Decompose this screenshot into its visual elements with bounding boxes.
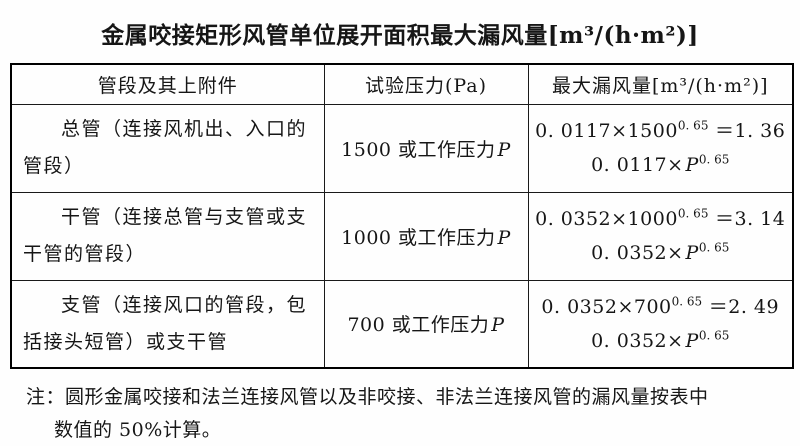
- formula-coefficient: 0. 0352×: [591, 329, 684, 352]
- formula-variable: P: [685, 329, 699, 352]
- formula-line-1: 0. 0117×15000. 65 ＝1. 36: [530, 114, 792, 148]
- footnote: 注：圆形金属咬接和法兰连接风管以及非咬接、非法兰连接风管的漏风量按表中 数值的 …: [26, 381, 800, 446]
- page-title-text: 金属咬接矩形风管单位展开面积最大漏风量: [101, 22, 548, 49]
- col-header-segment: 管段及其上附件: [10, 63, 325, 105]
- leakage-table: 管段及其上附件 试验压力(Pa) 最大漏风量[m³/(h·m²)] 总管（连接风…: [10, 63, 794, 369]
- segment-cell: 支管（连接风口的管段，包括接头短管）或支干管: [10, 279, 325, 369]
- formula-base: 0. 0352×700: [541, 295, 672, 318]
- pressure-variable: P: [491, 314, 505, 337]
- pressure-cell: 1500 或工作压力 P: [323, 103, 529, 193]
- formula-exponent: 0. 65: [671, 294, 703, 309]
- footnote-line-2: 数值的 50%计算。: [54, 418, 222, 441]
- table-row-branch-duct: 支管（连接风口的管段，包括接头短管）或支干管 700 或工作压力 P 0. 035…: [10, 279, 794, 369]
- pressure-text: 1500 或工作压力: [341, 138, 496, 161]
- formula-coefficient: 0. 0352×: [591, 242, 684, 264]
- formula-coefficient: 0. 0117×: [591, 154, 684, 176]
- pressure-variable: P: [497, 138, 511, 161]
- segment-text: 总管（连接风机出、入口的管段）: [23, 117, 308, 177]
- formula-result: ＝1. 36: [708, 119, 786, 142]
- formula-base: 0. 0117×1500: [535, 119, 678, 142]
- formula-line-2: 0. 0352× P0. 65: [530, 324, 792, 358]
- formula-result: ＝2. 49: [702, 295, 780, 318]
- pressure-text: 700 或工作压力: [347, 314, 490, 337]
- pressure-text: 1000 或工作压力: [341, 226, 496, 249]
- formula-variable: P: [685, 242, 699, 264]
- footnote-line-1: 注：圆形金属咬接和法兰连接风管以及非咬接、非法兰连接风管的漏风量按表中: [26, 381, 800, 414]
- formula-result: ＝3. 14: [708, 207, 786, 230]
- formula-exponent: 0. 65: [677, 206, 709, 221]
- formula-exponent: 0. 65: [677, 118, 709, 133]
- pressure-cell: 700 或工作压力 P: [323, 279, 529, 369]
- footnote-label: 注：: [26, 386, 66, 408]
- pressure-cell: 1000 或工作压力 P: [323, 191, 529, 281]
- leakage-cell: 0. 0352×7000. 65 ＝2. 49 0. 0352× P0. 65: [527, 279, 794, 369]
- table-row-main-duct: 总管（连接风机出、入口的管段） 1500 或工作压力 P 0. 0117×1500…: [10, 103, 794, 193]
- segment-text: 支管（连接风口的管段，包括接头短管）或支干管: [23, 293, 308, 353]
- formula-line-2: 0. 0352× P0. 65: [530, 236, 792, 270]
- page-title-unit: [m³/(h·m²)]: [547, 22, 699, 49]
- segment-text: 干管（连接总管与支管或支干管的管段）: [23, 205, 308, 265]
- formula-line-2: 0. 0117× P0. 65: [530, 148, 792, 182]
- formula-variable: P: [685, 154, 699, 176]
- page-title: 金属咬接矩形风管单位展开面积最大漏风量[m³/(h·m²)]: [0, 0, 800, 50]
- pressure-variable: P: [497, 226, 511, 249]
- formula-line-1: 0. 0352×7000. 65 ＝2. 49: [530, 290, 792, 324]
- formula-base: 0. 0352×1000: [535, 207, 678, 230]
- formula-line-1: 0. 0352×10000. 65 ＝3. 14: [530, 202, 792, 236]
- formula-exponent: 0. 65: [698, 152, 730, 167]
- col-header-pressure: 试验压力(Pa): [323, 63, 529, 105]
- segment-cell: 干管（连接总管与支管或支干管的管段）: [10, 191, 325, 281]
- footnote-text: 圆形金属咬接和法兰连接风管以及非咬接、非法兰连接风管的漏风量按表中: [65, 386, 709, 408]
- formula-exponent: 0. 65: [698, 328, 730, 343]
- col-header-leakage: 最大漏风量[m³/(h·m²)]: [527, 63, 794, 105]
- leakage-cell: 0. 0352×10000. 65 ＝3. 14 0. 0352× P0. 65: [527, 191, 794, 281]
- table-header-row: 管段及其上附件 试验压力(Pa) 最大漏风量[m³/(h·m²)]: [10, 63, 794, 105]
- leakage-cell: 0. 0117×15000. 65 ＝1. 36 0. 0117× P0. 65: [527, 103, 794, 193]
- segment-cell: 总管（连接风机出、入口的管段）: [10, 103, 325, 193]
- table-row-trunk-duct: 干管（连接总管与支管或支干管的管段） 1000 或工作压力 P 0. 0352×1…: [10, 191, 794, 281]
- formula-exponent: 0. 65: [698, 240, 730, 255]
